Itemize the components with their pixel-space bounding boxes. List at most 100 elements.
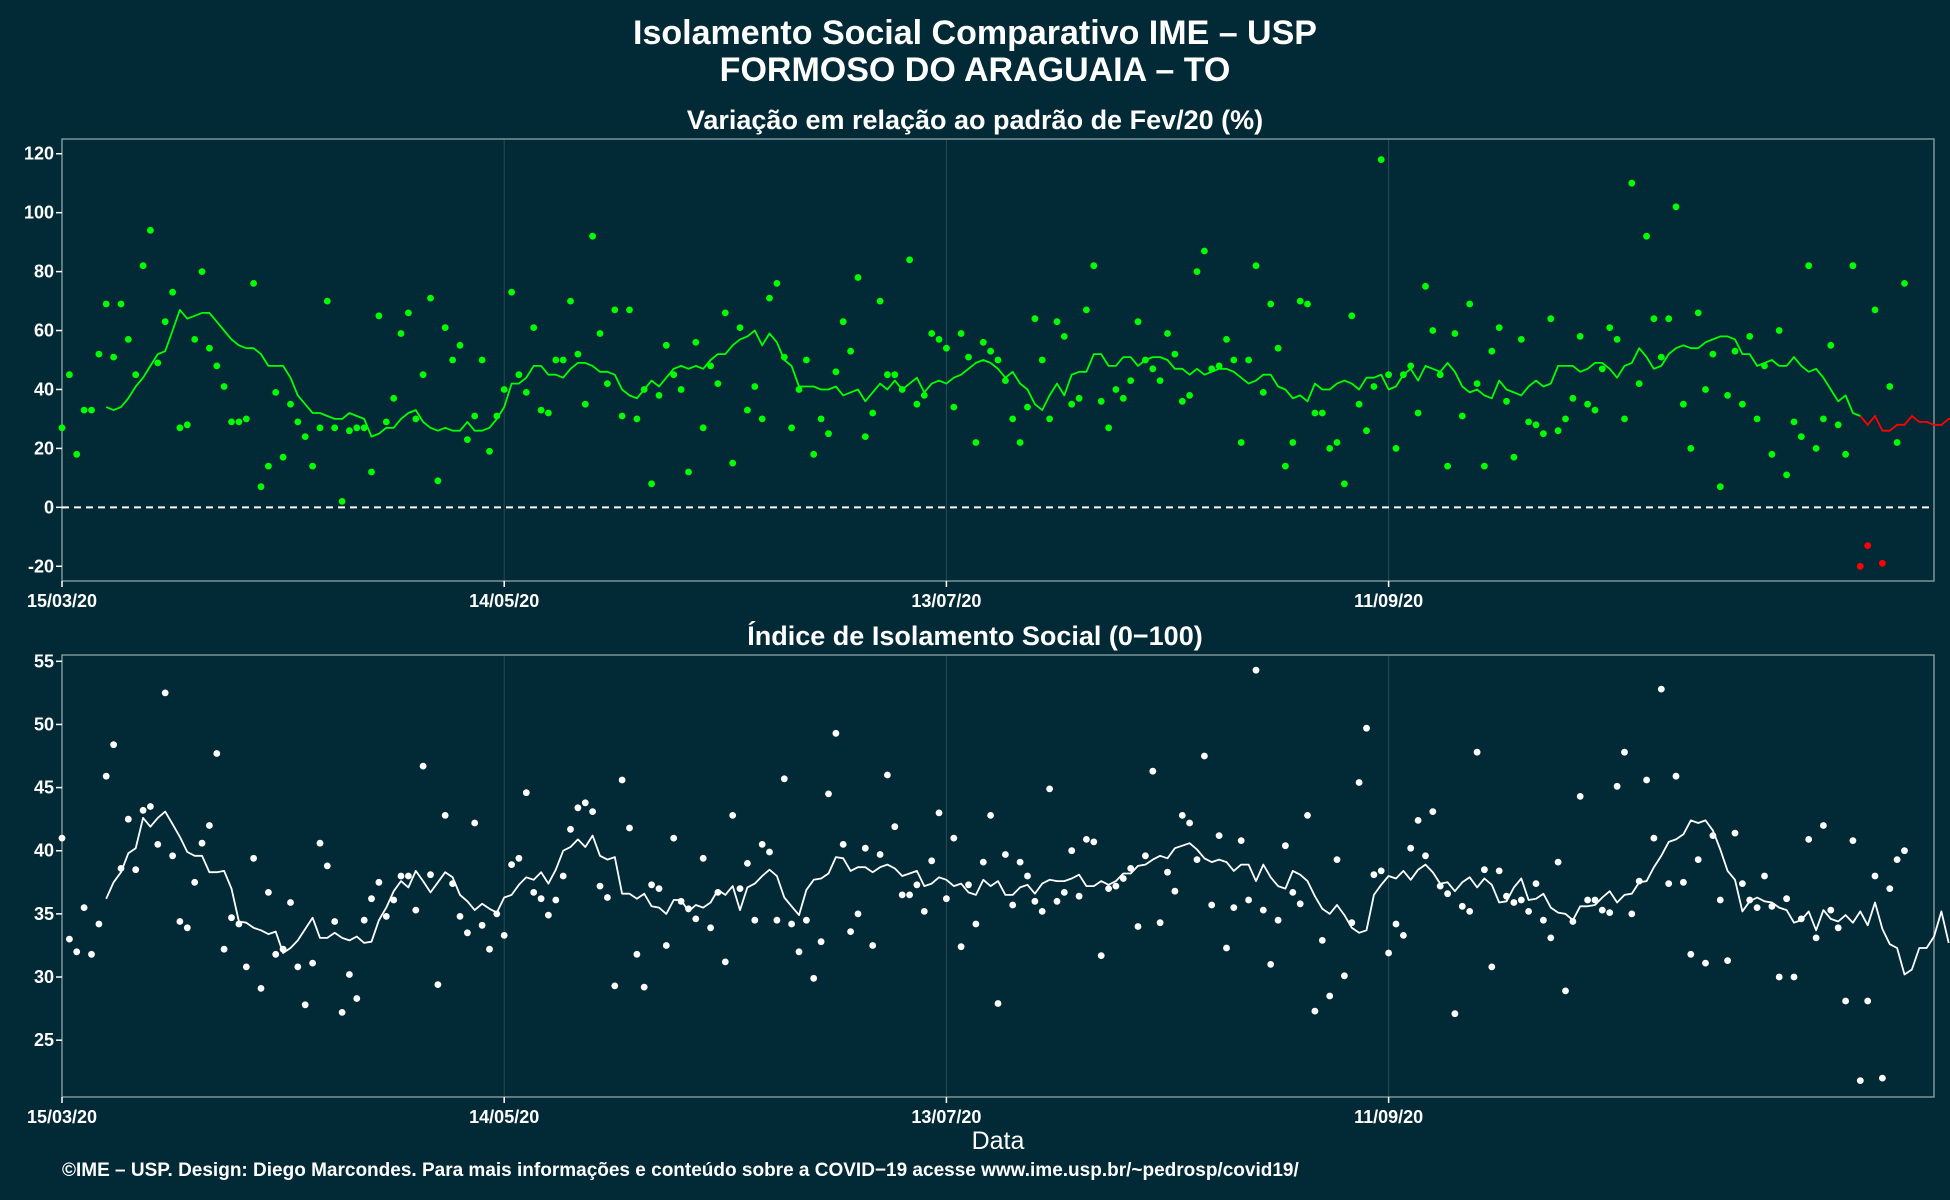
data-point	[405, 309, 412, 317]
data-point	[323, 862, 331, 870]
data-point	[1716, 483, 1724, 491]
panel-title: Índice de Isolamento Social (0−100)	[747, 620, 1202, 651]
data-point	[699, 854, 707, 862]
data-point	[1893, 856, 1901, 863]
data-point	[110, 353, 117, 361]
data-point	[117, 300, 125, 308]
data-point	[1237, 837, 1245, 844]
data-point	[1407, 844, 1415, 852]
data-point	[1525, 908, 1532, 915]
data-point	[1569, 394, 1577, 402]
data-point	[279, 945, 287, 953]
data-point	[242, 415, 250, 423]
data-point	[139, 806, 147, 814]
data-point	[1090, 262, 1098, 270]
data-point	[574, 350, 582, 358]
data-point	[95, 920, 103, 928]
data-point	[1812, 934, 1820, 942]
data-point	[604, 380, 611, 387]
y-tick-label: 35	[34, 904, 54, 924]
data-point	[427, 294, 434, 302]
data-point	[1768, 450, 1776, 458]
data-point	[508, 861, 515, 868]
data-point	[1016, 858, 1024, 866]
data-point	[412, 415, 420, 423]
data-point	[1856, 1077, 1864, 1084]
data-point	[987, 347, 994, 355]
data-point	[1296, 297, 1304, 305]
data-point	[139, 262, 147, 270]
data-point	[1753, 904, 1761, 911]
data-point	[626, 824, 633, 832]
data-point	[1038, 356, 1046, 364]
data-point	[1060, 333, 1068, 340]
data-point	[1164, 330, 1171, 337]
data-point	[1333, 439, 1341, 446]
data-point	[1186, 819, 1193, 827]
data-point	[1458, 902, 1466, 910]
data-point	[1002, 851, 1009, 858]
data-point	[1621, 748, 1628, 756]
data-point	[795, 948, 803, 956]
data-point	[1341, 480, 1348, 488]
data-point	[1009, 415, 1017, 423]
data-point	[1385, 949, 1392, 957]
data-point	[729, 812, 737, 819]
data-point	[876, 851, 884, 858]
data-point	[397, 872, 405, 880]
data-point	[1893, 439, 1901, 446]
data-point	[191, 878, 199, 886]
data-point	[1414, 409, 1422, 417]
data-point	[552, 356, 560, 364]
data-point	[1753, 415, 1761, 423]
data-point	[1341, 972, 1348, 980]
data-point	[766, 848, 773, 856]
data-point	[1517, 896, 1525, 904]
data-point	[1252, 262, 1260, 270]
data-point	[1024, 872, 1031, 880]
data-point	[729, 459, 737, 467]
data-point	[1230, 356, 1238, 364]
data-point	[360, 424, 368, 432]
data-point	[1812, 445, 1820, 452]
data-point	[1547, 315, 1555, 323]
data-point	[478, 356, 486, 364]
data-point	[434, 981, 442, 988]
data-point	[287, 400, 294, 408]
data-point	[773, 280, 781, 287]
data-point	[736, 885, 744, 892]
data-point	[1901, 280, 1908, 287]
data-point	[1746, 333, 1754, 340]
data-point	[861, 433, 869, 440]
data-point	[257, 483, 265, 491]
data-point	[471, 412, 479, 420]
data-point	[1245, 356, 1252, 364]
data-point	[736, 324, 744, 331]
data-point	[1665, 315, 1673, 323]
data-point	[265, 889, 272, 896]
data-point	[1311, 409, 1319, 417]
data-point	[721, 958, 729, 966]
data-point	[950, 834, 958, 842]
data-point	[972, 439, 980, 446]
data-point	[147, 226, 154, 234]
data-point	[1495, 324, 1503, 331]
data-point	[626, 306, 633, 314]
data-point	[1193, 856, 1201, 863]
data-point	[604, 894, 611, 901]
data-point	[1797, 433, 1805, 440]
data-point	[707, 362, 714, 370]
data-point	[744, 860, 751, 867]
data-point	[1215, 362, 1223, 370]
data-point	[368, 468, 375, 476]
data-point	[522, 389, 530, 396]
data-point	[176, 918, 184, 925]
data-point	[1901, 847, 1908, 855]
data-point	[102, 300, 110, 308]
data-point	[1805, 836, 1813, 843]
data-point	[1709, 350, 1717, 358]
x-tick-label: 11/09/20	[1354, 1107, 1423, 1127]
data-point	[213, 362, 221, 370]
data-point	[655, 392, 663, 399]
data-point	[795, 386, 803, 393]
